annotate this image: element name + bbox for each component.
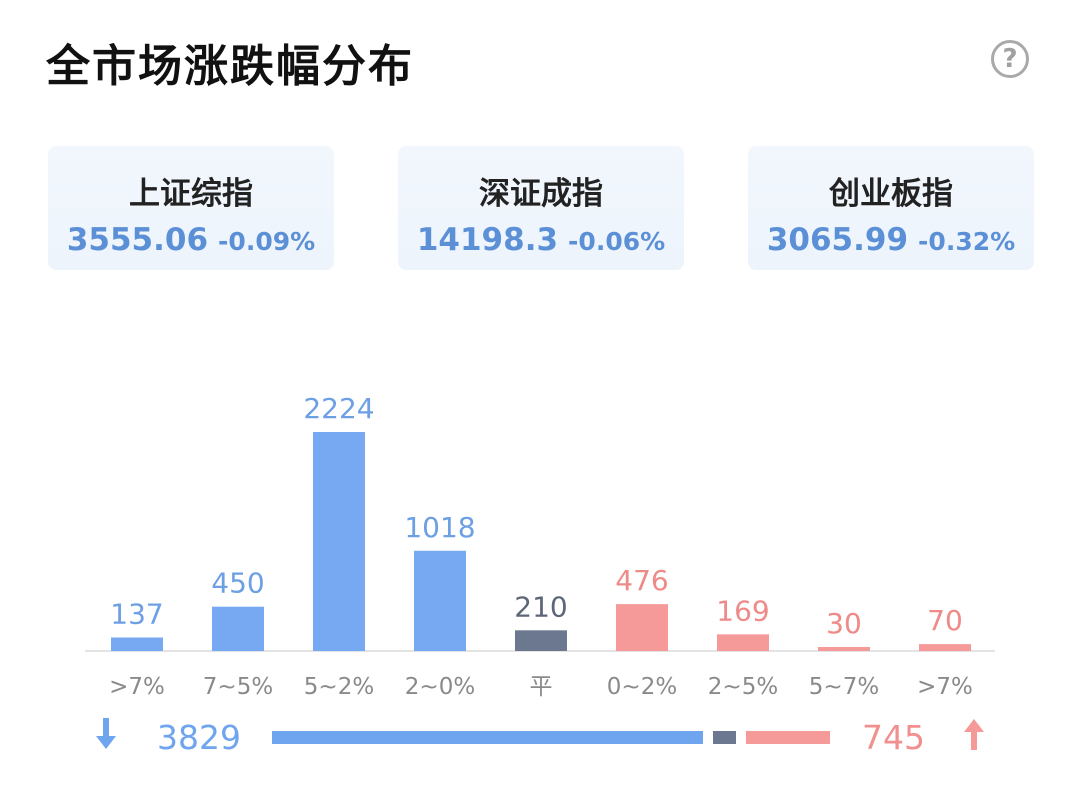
category-label: >7% (917, 674, 973, 700)
bar-value-label: 476 (615, 564, 668, 597)
flat-ratio-bar (712, 731, 737, 744)
bar-value-label: 169 (716, 594, 769, 627)
bar-value-label: 1018 (404, 511, 475, 544)
bar-7[interactable] (818, 647, 870, 651)
arrow-up-icon (964, 719, 984, 750)
bar-6[interactable] (717, 634, 769, 651)
index-value: 3065.99 (766, 222, 909, 258)
up-count: 745 (862, 718, 925, 757)
index-cards: 上证综指 3555.06 -0.09% 深证成指 14198.3 -0.06% 创业… (48, 146, 1034, 270)
index-change: -0.06% (568, 227, 666, 256)
index-name: 创业板指 (829, 176, 953, 212)
question-circle-icon[interactable]: ? (991, 40, 1029, 78)
arrow-down-icon (96, 718, 116, 749)
index-change: -0.09% (218, 227, 316, 256)
bar-value-label: 70 (927, 604, 963, 637)
category-label: 7~5% (203, 674, 273, 700)
bar-value-label: 450 (211, 567, 264, 600)
bar-value-label: 2224 (303, 392, 374, 425)
index-name: 上证综指 (129, 176, 253, 212)
bar-4[interactable] (515, 630, 567, 651)
bar-1[interactable] (212, 606, 264, 651)
index-value: 14198.3 (416, 222, 559, 258)
category-label: 2~0% (405, 674, 475, 700)
up-down-summary: 3829 745 (0, 712, 1080, 764)
category-label: 5~7% (809, 674, 879, 700)
index-card-chinext[interactable]: 创业板指 3065.99 -0.32% (748, 146, 1034, 270)
bar-5[interactable] (616, 604, 668, 651)
index-change: -0.32% (918, 227, 1016, 256)
category-label: 2~5% (708, 674, 778, 700)
index-value: 3555.06 (66, 222, 209, 258)
page-title: 全市场涨跌幅分布 (46, 41, 414, 92)
bar-value-label: 210 (514, 590, 567, 623)
category-label: 平 (530, 674, 553, 700)
down-ratio-bar (272, 731, 703, 744)
up-ratio-bar (746, 731, 830, 744)
help-glyph: ? (1002, 44, 1018, 74)
category-label: >7% (109, 674, 165, 700)
index-name: 深证成指 (479, 176, 603, 212)
down-count: 3829 (157, 718, 241, 757)
bar-2[interactable] (313, 432, 365, 651)
category-label: 0~2% (607, 674, 677, 700)
index-card-shanghai[interactable]: 上证综指 3555.06 -0.09% (48, 146, 334, 270)
bar-8[interactable] (919, 644, 971, 651)
distribution-bar-chart: 137 >7% 450 7~5% 2224 5~2% 1018 2~0% 210 平 476 0~2%… (85, 392, 995, 700)
category-label: 5~2% (304, 674, 374, 700)
bar-0[interactable] (111, 637, 163, 651)
index-card-shenzhen[interactable]: 深证成指 14198.3 -0.06% (398, 146, 684, 270)
bar-value-label: 137 (110, 598, 163, 631)
bar-3[interactable] (414, 550, 466, 651)
bar-value-label: 30 (826, 607, 862, 640)
